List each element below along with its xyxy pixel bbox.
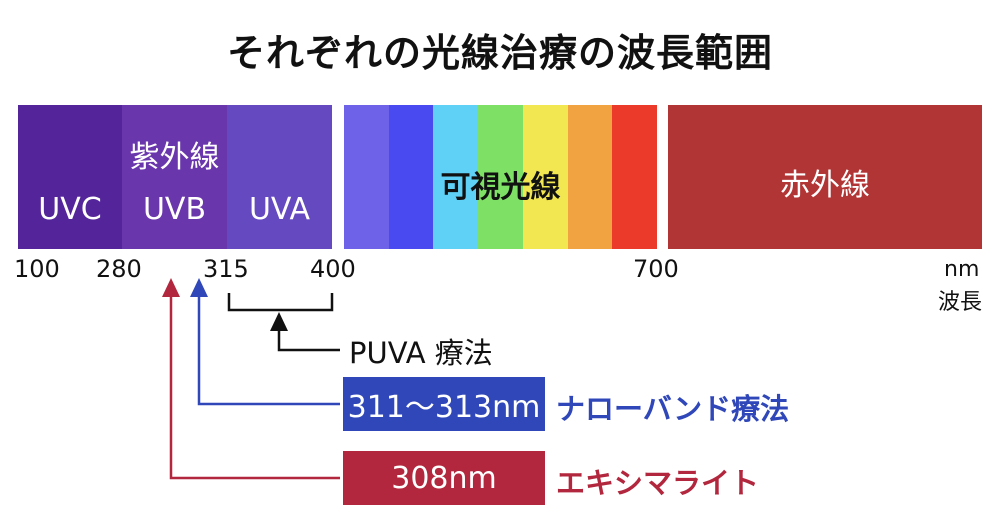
visible-violet-segment bbox=[344, 105, 389, 249]
puva-connector bbox=[277, 330, 340, 352]
excimer-value-box: 308nm bbox=[343, 451, 545, 505]
excimer-connector bbox=[169, 296, 340, 480]
tick-700: 700 bbox=[633, 255, 679, 283]
excimer-name: エキシマライト bbox=[556, 466, 760, 500]
excimer-arrowhead bbox=[162, 278, 180, 297]
infrared-label: 赤外線 bbox=[780, 168, 870, 203]
visible-blue-segment bbox=[388, 105, 434, 249]
visible-label: 可視光線 bbox=[440, 170, 561, 205]
uva-band bbox=[227, 105, 332, 249]
narrowband-arrowhead bbox=[190, 278, 208, 297]
uvc-label: UVC bbox=[38, 192, 102, 227]
puva-bracket bbox=[227, 293, 334, 312]
visible-green-segment bbox=[478, 105, 523, 249]
tick-280: 280 bbox=[96, 255, 142, 283]
uvc-band bbox=[18, 105, 122, 249]
tick-400: 400 bbox=[310, 255, 356, 283]
uva-label: UVA bbox=[248, 192, 311, 227]
narrowband-name: ナローバンド療法 bbox=[556, 392, 790, 426]
visible-orange-segment bbox=[567, 105, 613, 249]
narrowband-range-box: 311～313nm bbox=[343, 377, 545, 431]
infrared-band bbox=[668, 105, 982, 249]
uvb-band bbox=[122, 105, 227, 249]
visible-red-segment bbox=[612, 105, 658, 249]
uvb-label: UVB bbox=[142, 192, 207, 227]
uv-group-label: 紫外線 bbox=[129, 140, 220, 175]
axis-unit: nm bbox=[944, 257, 980, 282]
puva-label: PUVA 療法 bbox=[349, 336, 493, 370]
tick-100: 100 bbox=[14, 255, 60, 283]
visible-cyan-segment bbox=[433, 105, 479, 249]
tick-315: 315 bbox=[203, 255, 249, 283]
axis-label: 波長 bbox=[938, 290, 983, 315]
visible-band bbox=[344, 105, 658, 249]
narrowband-connector bbox=[197, 296, 340, 406]
puva-arrowhead bbox=[270, 312, 288, 331]
visible-yellow-segment bbox=[522, 105, 568, 249]
diagram-title: それぞれの光線治療の波長範囲 bbox=[226, 31, 773, 75]
